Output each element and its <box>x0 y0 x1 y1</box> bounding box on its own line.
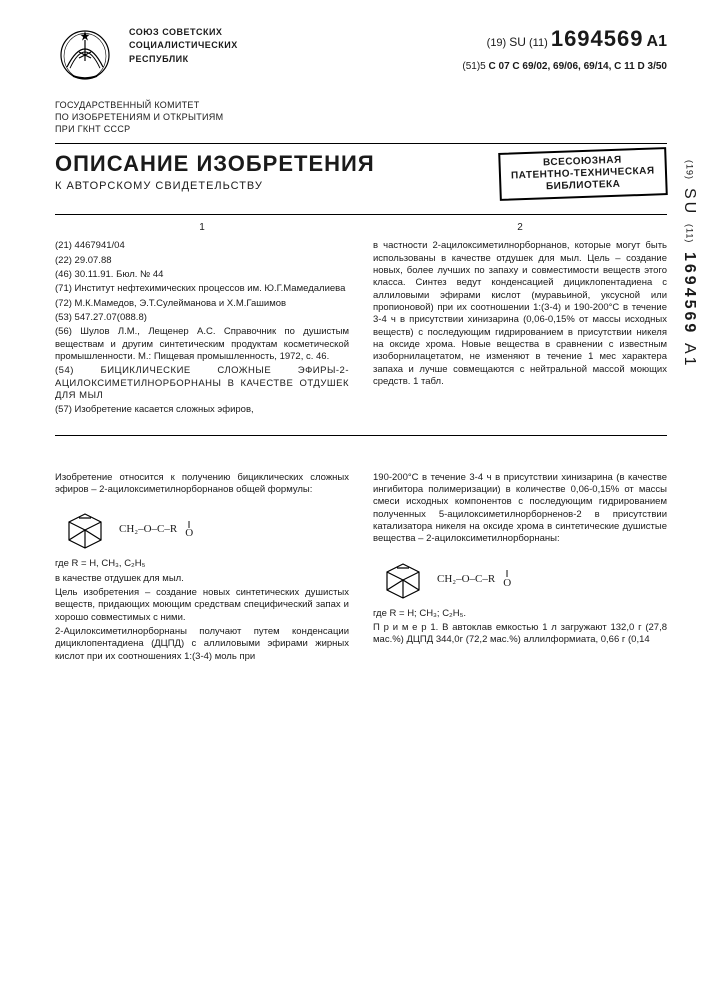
col-number: 1 <box>55 221 349 234</box>
lower-column-right: 190-200°C в течение 3-4 ч в присутствии … <box>373 472 667 665</box>
field-51: (51)5 <box>462 61 485 72</box>
page: СОЮЗ СОВЕТСКИХ СОЦИАЛИСТИЧЕСКИХ РЕСПУБЛИ… <box>0 0 707 695</box>
body-text: в качестве отдушек для мыл. <box>55 573 349 585</box>
sub-title: К АВТОРСКОМУ СВИДЕТЕЛЬСТВУ <box>55 180 375 194</box>
title-block: ОПИСАНИЕ ИЗОБРЕТЕНИЯ К АВТОРСКОМУ СВИДЕТ… <box>55 150 375 193</box>
body-text: Цель изобретения – создание новых синтет… <box>55 587 349 624</box>
formula-tail: CH₂–O–C–R <box>437 572 495 586</box>
field-71: (71) Институт нефтехимических процессов … <box>55 283 349 295</box>
rule-icon <box>55 214 667 215</box>
union-line: СОЦИАЛИСТИЧЕСКИХ <box>129 40 238 51</box>
formula-o: O <box>503 579 511 588</box>
side-num: 1694569 <box>679 252 699 335</box>
union-label: СОЮЗ СОВЕТСКИХ СОЦИАЛИСТИЧЕСКИХ РЕСПУБЛИ… <box>129 25 238 67</box>
committee-block: ГОСУДАРСТВЕННЫЙ КОМИТЕТ ПО ИЗОБРЕТЕНИЯМ … <box>55 100 667 136</box>
doc-ids: (19) SU (11) 1694569 A1 (51)5 C 07 C 69/… <box>252 25 667 73</box>
field-22: (22) 29.07.88 <box>55 255 349 267</box>
column-left: 1 (21) 4467941/04 (22) 29.07.88 (46) 30.… <box>55 221 349 418</box>
field-46: (46) 30.11.91. Бюл. № 44 <box>55 269 349 281</box>
header-row: СОЮЗ СОВЕТСКИХ СОЦИАЛИСТИЧЕСКИХ РЕСПУБЛИ… <box>55 25 667 90</box>
body-text: 2-Ацилоксиметилнорборнаны получают путем… <box>55 626 349 663</box>
country-code: SU <box>509 35 526 49</box>
field-21: (21) 4467941/04 <box>55 240 349 252</box>
field-53: (53) 547.27.07(088.8) <box>55 312 349 324</box>
main-title: ОПИСАНИЕ ИЗОБРЕТЕНИЯ <box>55 150 375 178</box>
where-clause: где R = H; CH₃; C₂H₅. <box>373 608 667 620</box>
column-right: 2 в частности 2-ацилоксиметилнорборнанов… <box>373 221 667 418</box>
where-clause: где R = H, CH₃, C₂H₅ <box>55 558 349 570</box>
union-line: СОЮЗ СОВЕТСКИХ <box>129 27 238 38</box>
side-19: (19) <box>683 160 694 180</box>
field-54: (54) БИЦИКЛИЧЕСКИЕ СЛОЖНЫЕ ЭФИРЫ-2-АЦИЛО… <box>55 365 349 402</box>
col-number: 2 <box>373 221 667 234</box>
side-a1: A1 <box>679 343 699 369</box>
committee-line: ПРИ ГКНТ СССР <box>55 124 667 135</box>
norbornane-icon <box>61 508 111 550</box>
field-56: (56) Шулов Л.М., Лещенер А.С. Справочник… <box>55 326 349 363</box>
formula-tail: CH₂–O–C–R <box>119 522 177 536</box>
side-doc-id: (19) SU (11) 1694569 A1 <box>679 160 699 368</box>
norbornane-icon <box>379 558 429 600</box>
committee-line: ГОСУДАРСТВЕННЫЙ КОМИТЕТ <box>55 100 667 111</box>
body-text: 190-200°C в течение 3-4 ч в присутствии … <box>373 472 667 546</box>
lower-columns: Изобретение относится к получению бицикл… <box>55 472 667 665</box>
rule-icon <box>55 435 667 436</box>
chemical-structure: CH₂–O–C–R ‖ O <box>379 558 667 600</box>
committee-line: ПО ИЗОБРЕТЕНИЯМ И ОТКРЫТИЯМ <box>55 112 667 123</box>
field-11: (11) <box>529 37 548 49</box>
side-11: (11) <box>683 224 694 243</box>
side-su: SU <box>679 188 699 216</box>
doc-number: 1694569 <box>551 26 644 51</box>
body-text: П р и м е р 1. В автоклав емкостью 1 л з… <box>373 622 667 647</box>
chemical-structure: CH₂–O–C–R ‖ O <box>61 508 349 550</box>
field-19: (19) <box>487 37 507 49</box>
ipc-codes: C 07 C 69/02, 69/06, 69/14, C 11 D 3/50 <box>489 61 667 72</box>
field-57: (57) Изобретение касается сложных эфиров… <box>55 404 349 416</box>
kind-code: A1 <box>647 33 667 50</box>
ussr-emblem-icon <box>55 25 115 90</box>
body-text: Изобретение относится к получению бицикл… <box>55 472 349 497</box>
union-line: РЕСПУБЛИК <box>129 54 238 65</box>
library-stamp: ВСЕСОЮЗНАЯ ПАТЕНТНО-ТЕХНИЧЕСКАЯ БИБЛИОТЕ… <box>499 147 668 201</box>
field-72: (72) М.К.Мамедов, Э.Т.Сулейманова и Х.М.… <box>55 298 349 310</box>
abstract-body: в частности 2-ацилоксиметилнорборнанов, … <box>373 240 667 388</box>
upper-columns: 1 (21) 4467941/04 (22) 29.07.88 (46) 30.… <box>55 221 667 418</box>
title-row: ОПИСАНИЕ ИЗОБРЕТЕНИЯ К АВТОРСКОМУ СВИДЕТ… <box>55 143 667 198</box>
lower-column-left: Изобретение относится к получению бицикл… <box>55 472 349 665</box>
formula-o: O <box>185 529 193 538</box>
